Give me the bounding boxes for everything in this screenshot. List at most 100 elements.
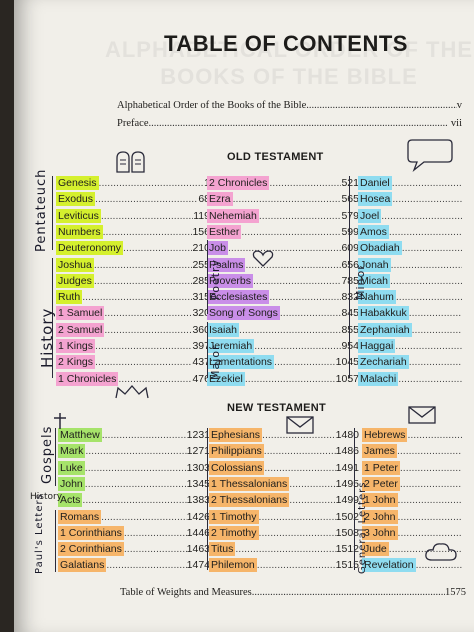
toc-entry[interactable]: 1 Samuel................................… xyxy=(56,306,210,321)
toc-entry[interactable]: Ecclesiastes............................… xyxy=(207,290,359,305)
book-name: Mark xyxy=(58,444,86,459)
toc-entry[interactable]: Philippians.............................… xyxy=(209,444,359,459)
toc-entry[interactable]: Ezekiel.................................… xyxy=(207,371,359,386)
page-number: 1231 xyxy=(186,429,210,441)
background-title: ALPHABETICAL ORDER OF THE BOOKS OF THE B… xyxy=(104,36,474,90)
toc-entry[interactable]: 2 Chronicles............................… xyxy=(207,176,359,190)
page-number: 1271 xyxy=(186,445,210,458)
toc-entry[interactable]: Judges..................................… xyxy=(56,273,210,288)
toc-entry[interactable]: Deuteronomy.............................… xyxy=(56,241,210,256)
book-name: Hosea xyxy=(358,192,393,207)
toc-entry[interactable]: Exodus..................................… xyxy=(56,192,210,207)
back-matter-row[interactable]: Table of Weights and Measures ..........… xyxy=(120,587,466,598)
toc-entry[interactable]: Ephesians...............................… xyxy=(209,428,359,442)
toc-entry[interactable]: Proverbs................................… xyxy=(207,273,359,288)
toc-entry[interactable]: Haggai..................................… xyxy=(358,339,462,353)
page-number: 579 xyxy=(341,209,359,222)
toc-entry[interactable]: Amos....................................… xyxy=(358,224,462,239)
book-name: 2 Chronicles xyxy=(207,176,270,190)
toc-entry[interactable]: 1 Timothy...............................… xyxy=(209,509,359,524)
toc-entry[interactable]: 2 Corinthians...........................… xyxy=(58,542,210,557)
toc-entry[interactable]: John....................................… xyxy=(58,476,210,491)
toc-entry[interactable]: 1 Kings.................................… xyxy=(56,339,210,353)
page-number: 1426 xyxy=(186,510,210,523)
toc-entry[interactable]: Hebrews.................................… xyxy=(362,428,462,442)
page-number: 521 xyxy=(341,177,359,189)
toc-entry[interactable]: Jude....................................… xyxy=(362,542,462,557)
book-name: 2 John xyxy=(362,509,398,524)
back-matter-page: 1575 xyxy=(445,587,466,598)
toc-entry[interactable]: 1 John..................................… xyxy=(362,493,462,508)
page-number: 1045 xyxy=(335,356,359,369)
front-matter-row[interactable]: Preface ................................… xyxy=(117,118,462,129)
toc-entry[interactable]: Mark....................................… xyxy=(58,444,210,459)
toc-entry[interactable]: 1 Corinthians...........................… xyxy=(58,525,210,540)
toc-entry[interactable]: Jeremiah................................… xyxy=(207,339,359,353)
toc-entry[interactable]: 1 Peter.................................… xyxy=(362,460,462,475)
poetry-bracket xyxy=(207,240,208,314)
toc-entry[interactable]: Psalms..................................… xyxy=(207,257,359,272)
toc-entry[interactable]: Jonah...................................… xyxy=(358,257,462,272)
toc-entry[interactable]: Nahum...................................… xyxy=(358,290,462,305)
toc-entry[interactable]: Galatians...............................… xyxy=(58,558,210,573)
toc-entry[interactable]: Nehemiah................................… xyxy=(207,208,359,223)
toc-entry[interactable]: Obadiah.................................… xyxy=(358,241,462,256)
toc-entry[interactable]: Zephaniah...............................… xyxy=(358,322,462,337)
front-matter-row[interactable]: Alphabetical Order of the Books of the B… xyxy=(117,100,462,111)
page-number: 1515 xyxy=(335,559,359,572)
pauls-letters-bracket xyxy=(55,510,56,572)
toc-entry[interactable]: Micah...................................… xyxy=(358,273,462,288)
toc-entry[interactable]: 2 Kings.................................… xyxy=(56,355,210,370)
page-number: 1495 xyxy=(335,477,359,490)
toc-entry[interactable]: Luke....................................… xyxy=(58,460,210,475)
toc-entry[interactable]: Genesis.................................… xyxy=(56,176,210,190)
book-name: Zechariah xyxy=(358,355,409,370)
toc-entry[interactable]: Colossians..............................… xyxy=(209,460,359,475)
pauls-letters-bracket-2 xyxy=(207,428,208,570)
toc-entry[interactable]: 2 Thessalonians.........................… xyxy=(209,493,359,508)
toc-entry[interactable]: Joshua..................................… xyxy=(56,257,210,272)
minor-label: Minor xyxy=(354,264,367,300)
toc-entry[interactable]: Leviticus...............................… xyxy=(56,208,210,223)
toc-entry[interactable]: 1 Thessalonians.........................… xyxy=(209,476,359,491)
toc-entry[interactable]: Matthew.................................… xyxy=(58,428,210,442)
toc-entry[interactable]: Esther..................................… xyxy=(207,224,359,239)
toc-entry[interactable]: 2 John..................................… xyxy=(362,509,462,524)
toc-entry[interactable]: Acts....................................… xyxy=(58,493,210,508)
toc-entry[interactable]: Daniel..................................… xyxy=(358,176,462,190)
toc-entry[interactable]: Job.....................................… xyxy=(207,241,359,256)
toc-entry[interactable]: 2 Timothy...............................… xyxy=(209,525,359,540)
toc-entry[interactable]: Hosea...................................… xyxy=(358,192,462,207)
toc-entry[interactable]: 1 Chronicles............................… xyxy=(56,371,210,386)
toc-entry[interactable]: Zechariah...............................… xyxy=(358,355,462,370)
book-name: John xyxy=(58,476,85,491)
toc-entry[interactable]: 2 Samuel................................… xyxy=(56,322,210,337)
toc-entry[interactable]: Revelation..............................… xyxy=(362,558,462,573)
toc-entry[interactable]: 2 Peter.................................… xyxy=(362,476,462,491)
toc-entry[interactable]: 3 John..................................… xyxy=(362,525,462,540)
book-name: Jude xyxy=(362,542,389,557)
toc-entry[interactable]: Ezra....................................… xyxy=(207,192,359,207)
toc-entry[interactable]: Habakkuk................................… xyxy=(358,306,462,321)
toc-entry[interactable]: James...................................… xyxy=(362,444,462,459)
toc-entry[interactable]: Philemon................................… xyxy=(209,558,359,573)
book-name: Daniel xyxy=(358,176,392,190)
book-name: 2 Kings xyxy=(56,355,96,370)
toc-entry[interactable]: Isaiah..................................… xyxy=(207,322,359,337)
book-name: Colossians xyxy=(209,460,265,475)
toc-entry[interactable]: Ruth....................................… xyxy=(56,290,210,305)
toc-entry[interactable]: Song of Songs...........................… xyxy=(207,306,359,321)
book-name: Ezekiel xyxy=(207,371,245,386)
page-number: 1345 xyxy=(186,477,210,490)
back-matter-label: Table of Weights and Measures xyxy=(120,587,252,598)
toc-entry[interactable]: Numbers.................................… xyxy=(56,224,210,239)
toc-entry[interactable]: Titus...................................… xyxy=(209,542,359,557)
cross-icon xyxy=(54,413,66,429)
toc-entry[interactable]: Joel....................................… xyxy=(358,208,462,223)
book-name: 1 Kings xyxy=(56,339,96,353)
toc-entry[interactable]: Malachi.................................… xyxy=(358,371,462,386)
book-name: Philippians xyxy=(209,444,264,459)
page-number: 1486 xyxy=(335,445,359,458)
toc-entry[interactable]: Lamentations............................… xyxy=(207,355,359,370)
toc-entry[interactable]: Romans..................................… xyxy=(58,509,210,524)
